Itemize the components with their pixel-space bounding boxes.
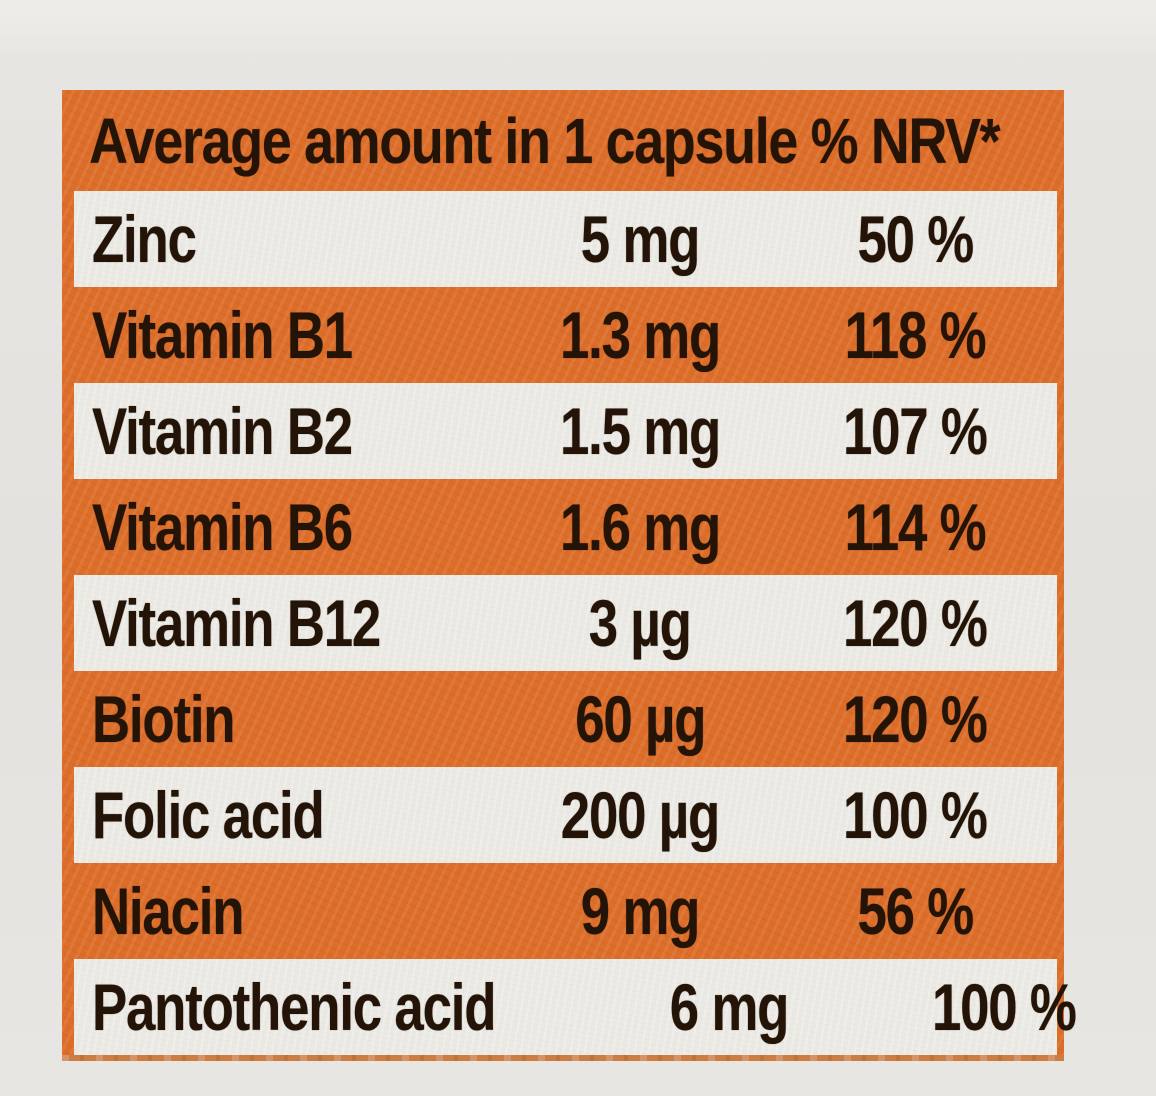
table-row-pantothenic-acid: Pantothenic acid 6 mg 100 % bbox=[74, 959, 1077, 1055]
table-row-folic-acid: Folic acid 200 µg 100 % bbox=[74, 767, 1057, 863]
nutrient-nrv: 120 % bbox=[843, 586, 988, 660]
nutrient-nrv: 118 % bbox=[844, 298, 987, 372]
nutrient-name: Niacin bbox=[92, 874, 244, 948]
nutrient-amount: 1.6 mg bbox=[559, 490, 721, 564]
nutrient-nrv: 56 % bbox=[857, 874, 974, 948]
table-header: Average amount in 1 capsule % NRV* bbox=[74, 90, 1057, 191]
nutrient-name: Zinc bbox=[92, 202, 197, 276]
nutrient-nrv: 114 % bbox=[844, 490, 987, 564]
nutrient-amount: 200 µg bbox=[560, 778, 720, 852]
table-row-niacin: Niacin 9 mg 56 % bbox=[74, 863, 1057, 959]
table-bottom-border bbox=[62, 1055, 1064, 1061]
nutrition-table: Average amount in 1 capsule % NRV* Zinc … bbox=[62, 90, 1077, 1061]
nutrient-name: Vitamin B12 bbox=[92, 586, 381, 660]
nutrient-nrv: 120 % bbox=[843, 682, 988, 756]
nutrient-name: Vitamin B6 bbox=[92, 490, 353, 564]
table-row-vitamin-b12: Vitamin B12 3 µg 120 % bbox=[74, 575, 1057, 671]
nutrient-amount: 9 mg bbox=[580, 874, 701, 948]
nutrient-name: Vitamin B2 bbox=[92, 394, 353, 468]
nutrient-nrv: 107 % bbox=[843, 394, 988, 468]
nutrient-name: Biotin bbox=[92, 682, 236, 756]
table-row-vitamin-b1: Vitamin B1 1.3 mg 118 % bbox=[74, 287, 1057, 383]
nutrient-name: Vitamin B1 bbox=[92, 298, 353, 372]
nutrient-amount: 6 mg bbox=[669, 970, 790, 1044]
table-row-vitamin-b2: Vitamin B2 1.5 mg 107 % bbox=[74, 383, 1057, 479]
table-row-zinc: Zinc 5 mg 50 % bbox=[74, 191, 1057, 287]
nutrient-amount: 5 mg bbox=[580, 202, 701, 276]
nutrient-amount: 60 µg bbox=[574, 682, 706, 756]
nutrient-amount: 1.5 mg bbox=[559, 394, 721, 468]
nutrient-nrv: 100 % bbox=[932, 970, 1077, 1044]
table-header-text: Average amount in 1 capsule % NRV* bbox=[89, 104, 1000, 177]
nutrient-nrv: 50 % bbox=[857, 202, 974, 276]
nutrient-amount: 1.3 mg bbox=[559, 298, 721, 372]
nutrient-nrv: 100 % bbox=[843, 778, 988, 852]
nutrient-name: Folic acid bbox=[92, 778, 325, 852]
nutrient-amount: 3 µg bbox=[589, 586, 692, 660]
nutrient-name: Pantothenic acid bbox=[92, 970, 496, 1044]
table-row-vitamin-b6: Vitamin B6 1.6 mg 114 % bbox=[74, 479, 1057, 575]
table-row-biotin: Biotin 60 µg 120 % bbox=[74, 671, 1057, 767]
